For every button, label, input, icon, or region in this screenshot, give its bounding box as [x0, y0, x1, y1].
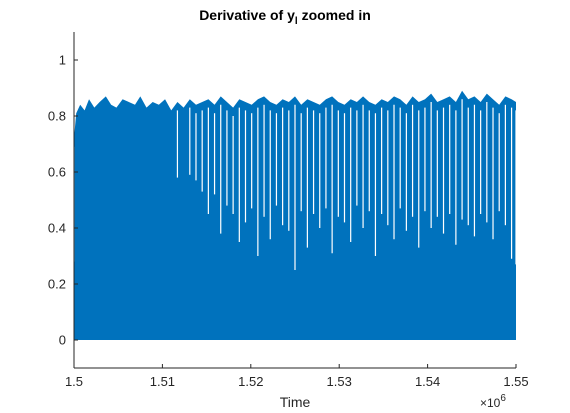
x-exponent: ×106: [480, 393, 506, 410]
x-tick-label: 1.55: [503, 374, 528, 389]
y-tick-label: 0.4: [48, 221, 66, 236]
x-tick-label: 1.54: [415, 374, 440, 389]
x-tick-label: 1.53: [327, 374, 352, 389]
x-tick-label: 1.52: [238, 374, 263, 389]
chart-title-subscript: l: [295, 16, 298, 27]
x-tick-label: 1.51: [150, 374, 175, 389]
x-tick-label: 1.5: [65, 374, 83, 389]
chart-title: Derivative of yl zoomed in: [199, 7, 371, 27]
y-tick-label: 0: [59, 333, 66, 348]
x-exponent-base: ×10: [480, 396, 501, 410]
series-layer: [73, 90, 517, 340]
y-tick-label: 1: [59, 53, 66, 68]
y-tick-label: 0.2: [48, 277, 66, 292]
y-tick-label: 0.8: [48, 109, 66, 124]
chart-title-main: Derivative of y: [199, 7, 295, 23]
chart-title-suffix: zoomed in: [298, 7, 371, 23]
x-axis-label: Time: [280, 394, 311, 410]
x-exponent-power: 6: [500, 393, 506, 404]
axes-layer: 1.5 1.51 1.52 1.53 1.54 1.55 0 0.2 0.4 0.6 0.8 1: [48, 32, 529, 389]
y-tick-label: 0.6: [48, 165, 66, 180]
